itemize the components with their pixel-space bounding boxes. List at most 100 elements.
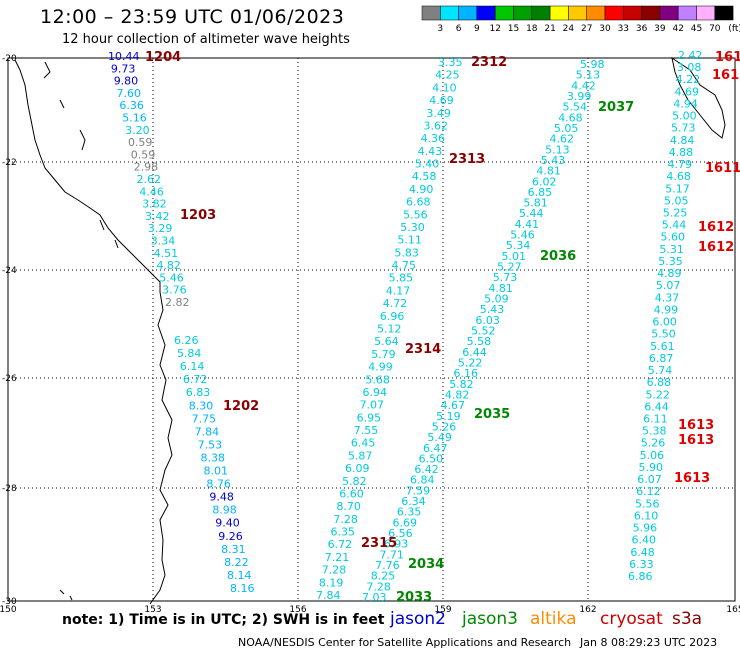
longitude-label: 165 [726, 605, 740, 615]
wave-height-value: 7.28 [366, 580, 391, 593]
wave-height-value: 5.11 [397, 234, 422, 247]
wave-height-value: 4.43 [418, 145, 443, 158]
wave-height-value: 3.49 [426, 107, 451, 120]
latitude-label: -20 [2, 54, 17, 64]
wave-height-value: 6.33 [629, 558, 654, 571]
wave-height-value: 3.35 [438, 56, 463, 69]
wave-height-value: 4.81 [488, 282, 513, 295]
latitude-label: -28 [2, 484, 17, 494]
wave-height-value: 5.38 [642, 425, 667, 438]
wave-height-value: 3.99 [567, 90, 592, 103]
map-frame [7, 57, 736, 602]
wave-height-value: 5.06 [640, 449, 665, 462]
track-id-label: 1613 [674, 471, 710, 486]
wave-height-value: 3.76 [162, 284, 187, 297]
wave-height-value: 5.46 [159, 271, 184, 284]
wave-height-value: 5.00 [672, 110, 697, 123]
colorbar-tick-label: 6 [456, 24, 462, 34]
wave-height-value: 8.25 [371, 570, 396, 583]
wave-height-value: 5.82 [342, 475, 367, 488]
wave-height-value: 8.14 [227, 569, 252, 582]
wave-height-value: 9.80 [114, 75, 139, 88]
wave-height-value: 6.44 [462, 346, 487, 359]
wave-height-value: 5.52 [471, 325, 496, 338]
colorbar-unit: (ft) [728, 24, 740, 34]
wave-height-value: 6.10 [634, 509, 659, 522]
wave-height-value: 6.95 [357, 411, 382, 424]
wave-height-value: 3.34 [151, 235, 176, 248]
wave-height-value: 6.50 [419, 452, 444, 465]
wave-height-value: 5.34 [506, 239, 531, 252]
wave-height-value: 4.58 [412, 170, 437, 183]
wave-height-value: 5.79 [371, 348, 396, 361]
wave-height-value: 4.22 [676, 73, 701, 86]
wave-height-value: 5.64 [374, 335, 399, 348]
wave-height-value: 6.94 [362, 386, 387, 399]
wave-height-value: 6.36 [119, 99, 143, 112]
wave-height-value: 5.82 [449, 378, 474, 391]
wave-height-value: 4.68 [558, 111, 583, 124]
wave-height-value: 6.34 [401, 495, 426, 508]
wave-height-value: 7.55 [354, 424, 379, 437]
wave-height-value: 8.22 [224, 556, 249, 569]
track-id-label: 1613 [678, 433, 714, 448]
wave-height-value: 5.56 [403, 208, 428, 221]
wave-height-value: 3.29 [148, 222, 173, 235]
wave-height-value: 4.42 [571, 79, 596, 92]
wave-height-value: 7.59 [406, 484, 431, 497]
track-id-label: 1611 [705, 161, 740, 176]
wave-height-value: 5.22 [645, 388, 670, 401]
colorbar-tick-label: 70 [709, 24, 721, 34]
wave-height-value: 0.59 [128, 136, 153, 149]
wave-height-value: 3.08 [677, 61, 702, 74]
chart-title: 12:00 – 23:59 UTC 01/06/2023 [40, 6, 345, 28]
wave-height-value: 4.37 [655, 291, 680, 304]
wave-height-value: 8.31 [221, 543, 246, 556]
wave-height-value: 5.98 [580, 58, 605, 71]
colorbar-tick-label: 9 [474, 24, 480, 34]
wave-height-value: 4.67 [440, 399, 465, 412]
track-id-label: 1204 [145, 50, 181, 65]
wave-height-value: 6.44 [644, 400, 669, 413]
wave-height-value: 6.26 [174, 334, 199, 347]
colorbar-tick-label: 27 [581, 24, 592, 34]
wave-height-value: 6.85 [528, 186, 553, 199]
wave-height-value: 7.71 [379, 548, 404, 561]
colorbar-tick-label: 3 [437, 24, 443, 34]
colorbar-tick-label: 12 [489, 24, 500, 34]
track-id-label: 2033 [396, 590, 432, 605]
map-grid [8, 58, 735, 601]
wave-height-value: 3.82 [142, 198, 167, 211]
wave-height-value: 4.62 [549, 133, 574, 146]
track-id-label: 2313 [449, 152, 485, 167]
colorbar-swatch [714, 5, 734, 21]
wave-height-value: 5.43 [541, 154, 566, 167]
wave-height-value: 8.19 [319, 576, 344, 589]
wave-height-value: 6.83 [186, 386, 211, 399]
wave-height-value: 6.14 [180, 360, 205, 373]
footer-credit: NOAA/NESDIS Center for Satellite Applica… [238, 636, 572, 649]
track-id-label: 1612 [698, 220, 734, 235]
colorbar-tick-label: 30 [599, 24, 611, 34]
wave-height-value: 6.16 [454, 367, 479, 380]
longitude-label: 159 [434, 605, 451, 615]
wave-height-value: 6.60 [339, 487, 364, 500]
track-id-label: 1202 [223, 399, 259, 414]
wave-height-value: 6.72 [328, 538, 353, 551]
track-id-label: 2035 [474, 407, 510, 422]
wave-height-value: 6.09 [345, 462, 370, 475]
wave-height-value: 5.44 [519, 207, 544, 220]
track-id-label: 1611 [715, 50, 740, 65]
wave-height-value: 5.90 [638, 461, 663, 474]
wave-height-value: 6.35 [331, 526, 356, 539]
track-id-label: 2312 [471, 55, 507, 70]
wave-height-value: 5.61 [650, 340, 675, 353]
longitude-label: 153 [144, 605, 161, 615]
wave-height-value: 6.00 [652, 316, 677, 329]
wave-height-value: 5.07 [656, 279, 681, 292]
wave-height-value: 5.46 [510, 229, 535, 242]
note-text: note: 1) Time is in UTC; 2) SWH is in fe… [62, 612, 385, 628]
wave-height-value: 4.10 [432, 81, 457, 94]
